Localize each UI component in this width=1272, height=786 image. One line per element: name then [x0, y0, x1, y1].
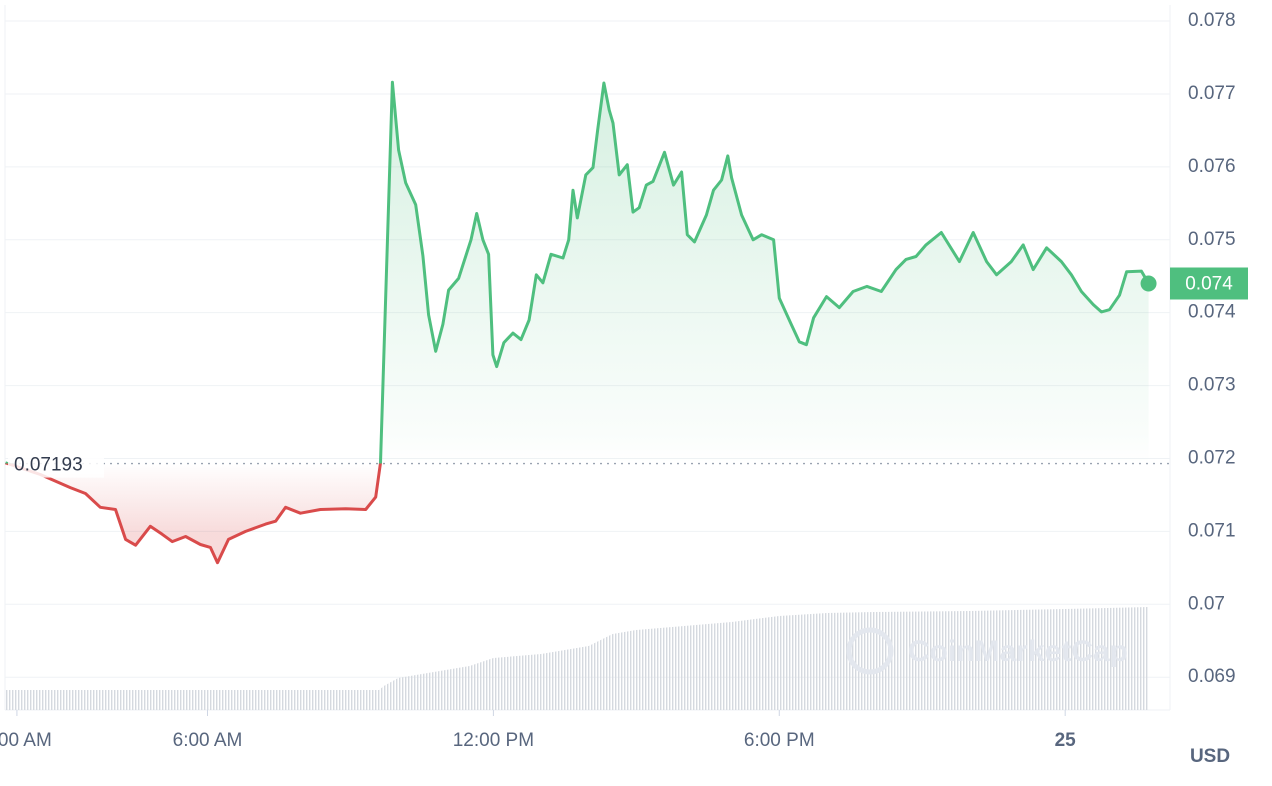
watermark-logo	[846, 627, 894, 675]
current-price-label: 0.074	[1185, 274, 1233, 295]
x-tick-label: 6:00 AM	[173, 730, 243, 751]
y-tick-label: 0.069	[1188, 666, 1236, 687]
x-tick-label: 12:00 PM	[453, 730, 534, 751]
y-tick-label: 0.074	[1188, 302, 1236, 323]
y-tick-label: 0.073	[1188, 375, 1236, 396]
x-tick-label: 25	[1055, 730, 1077, 751]
y-tick-label: 0.075	[1188, 229, 1236, 250]
price-line	[5, 80, 1150, 565]
reference-label-bg	[8, 449, 104, 478]
reference-label: 0.07193	[14, 455, 83, 476]
x-tick-label: 6:00 PM	[744, 730, 815, 751]
y-tick-label: 0.07	[1188, 593, 1225, 614]
current-price-badge	[1170, 267, 1248, 300]
x-tick-label: 2:00 AM	[0, 730, 52, 751]
watermark: CoinMarketCap	[908, 635, 1128, 668]
current-point	[1140, 275, 1157, 292]
y-tick-label: 0.076	[1188, 156, 1236, 177]
currency-label: USD	[1190, 746, 1230, 767]
price-area	[5, 82, 1149, 563]
y-tick-label: 0.071	[1188, 520, 1236, 541]
y-tick-label: 0.078	[1188, 10, 1236, 31]
y-tick-label: 0.077	[1188, 83, 1236, 104]
y-tick-label: 0.072	[1188, 447, 1236, 468]
